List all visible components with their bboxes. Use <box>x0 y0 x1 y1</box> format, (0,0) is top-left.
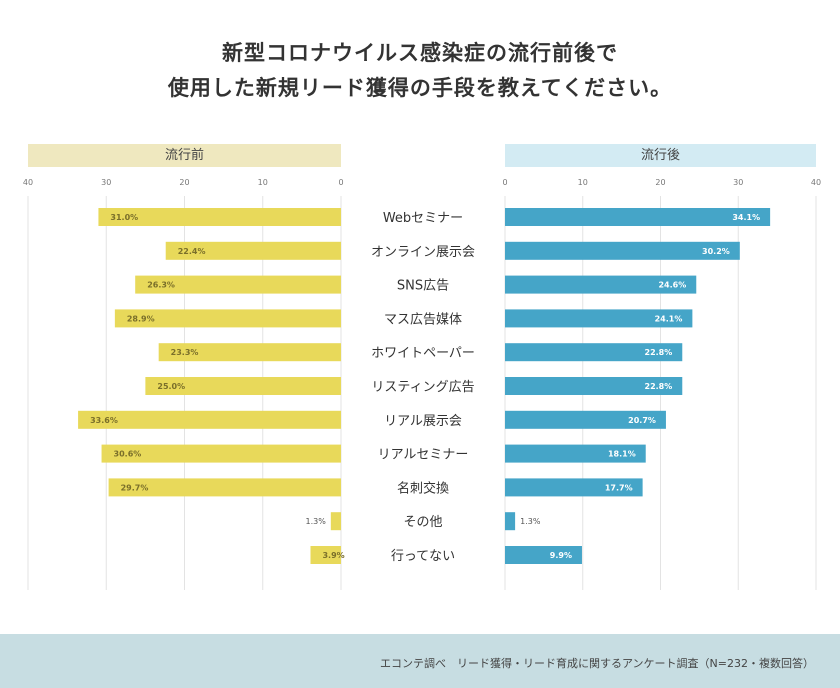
category-label: リアルセミナー <box>378 448 469 463</box>
chart-title-line2: 使用した新規リード獲得の手段を教えてください。 <box>167 76 673 100</box>
left-tick-label: 20 <box>179 178 189 187</box>
left-tick-label: 10 <box>258 178 268 187</box>
before-bar <box>98 208 341 226</box>
chart-title-line1: 新型コロナウイルス感染症の流行前後で <box>222 41 618 65</box>
before-bar <box>78 410 341 429</box>
before-data-label: 25.0% <box>157 382 185 391</box>
before-data-label: 30.6% <box>114 450 142 459</box>
before-data-label: 28.9% <box>127 314 155 323</box>
after-bar <box>505 546 582 564</box>
butterfly-bar-chart: 40 30 20 10 0 0 10 20 30 40 31.0% 34.1% Webセミナー 22.4%… <box>23 178 821 590</box>
category-label: マス広告媒体 <box>384 312 462 327</box>
category-label: 行ってない <box>391 549 455 564</box>
after-bar <box>505 309 693 328</box>
after-data-label: 1.3% <box>520 517 541 526</box>
right-tick-label: 20 <box>655 178 665 187</box>
after-bar <box>505 343 683 362</box>
before-data-label: 31.0% <box>110 213 138 222</box>
after-panel-header: 流行後 <box>505 144 816 167</box>
after-data-label: 30.2% <box>702 247 730 256</box>
before-data-label: 33.6% <box>90 416 118 425</box>
category-label: その他 <box>403 515 442 530</box>
category-label: Webセミナー <box>383 211 463 226</box>
after-bar <box>505 275 697 294</box>
after-bar <box>505 377 683 395</box>
before-data-label: 29.7% <box>121 483 149 492</box>
source-note: エコンテ調べ リード獲得・リード育成に関するアンケート調査（N=232・複数回答… <box>380 657 814 670</box>
before-bar <box>165 241 341 260</box>
category-label: SNS広告 <box>397 279 449 294</box>
after-data-label: 34.1% <box>732 213 760 222</box>
before-bar <box>310 546 341 564</box>
after-bar <box>505 478 643 497</box>
after-bar <box>505 208 771 226</box>
before-bar <box>145 377 341 395</box>
category-label: リスティング広告 <box>371 380 474 395</box>
before-bar <box>330 512 341 531</box>
after-bar <box>505 410 666 429</box>
footer: エコンテ調べ リード獲得・リード育成に関するアンケート調査（N=232・複数回答… <box>0 634 840 688</box>
before-bar <box>101 444 342 463</box>
category-label: オンライン展示会 <box>371 245 475 260</box>
right-tick-label: 40 <box>811 178 821 187</box>
right-tick-label: 30 <box>733 178 743 187</box>
before-bar <box>114 309 341 328</box>
after-bar <box>505 444 646 463</box>
before-bar <box>158 343 341 362</box>
category-label: ホワイトペーパー <box>371 346 475 361</box>
before-data-label: 26.3% <box>147 281 175 290</box>
after-data-label: 18.1% <box>608 450 636 459</box>
before-data-label: 3.9% <box>322 551 344 560</box>
left-tick-label: 30 <box>101 178 111 187</box>
after-data-label: 9.9% <box>550 551 572 560</box>
after-data-label: 17.7% <box>605 483 633 492</box>
before-data-label: 1.3% <box>305 517 326 526</box>
right-tick-label: 0 <box>502 178 507 187</box>
after-bar <box>505 512 516 531</box>
category-label: 名刺交換 <box>397 480 449 496</box>
before-bar <box>135 275 341 294</box>
after-data-label: 24.6% <box>658 281 686 290</box>
before-data-label: 22.4% <box>178 247 206 256</box>
left-tick-label: 40 <box>23 178 33 187</box>
after-data-label: 24.1% <box>655 314 683 323</box>
before-panel-header: 流行前 <box>28 144 341 167</box>
after-bar <box>505 241 740 260</box>
after-data-label: 20.7% <box>628 416 656 425</box>
category-label: リアル展示会 <box>384 414 462 429</box>
after-data-label: 22.8% <box>645 382 673 391</box>
right-tick-label: 10 <box>578 178 588 187</box>
after-data-label: 22.8% <box>645 348 673 357</box>
left-tick-label: 0 <box>338 178 343 187</box>
before-data-label: 23.3% <box>171 348 199 357</box>
before-bar <box>108 478 341 497</box>
